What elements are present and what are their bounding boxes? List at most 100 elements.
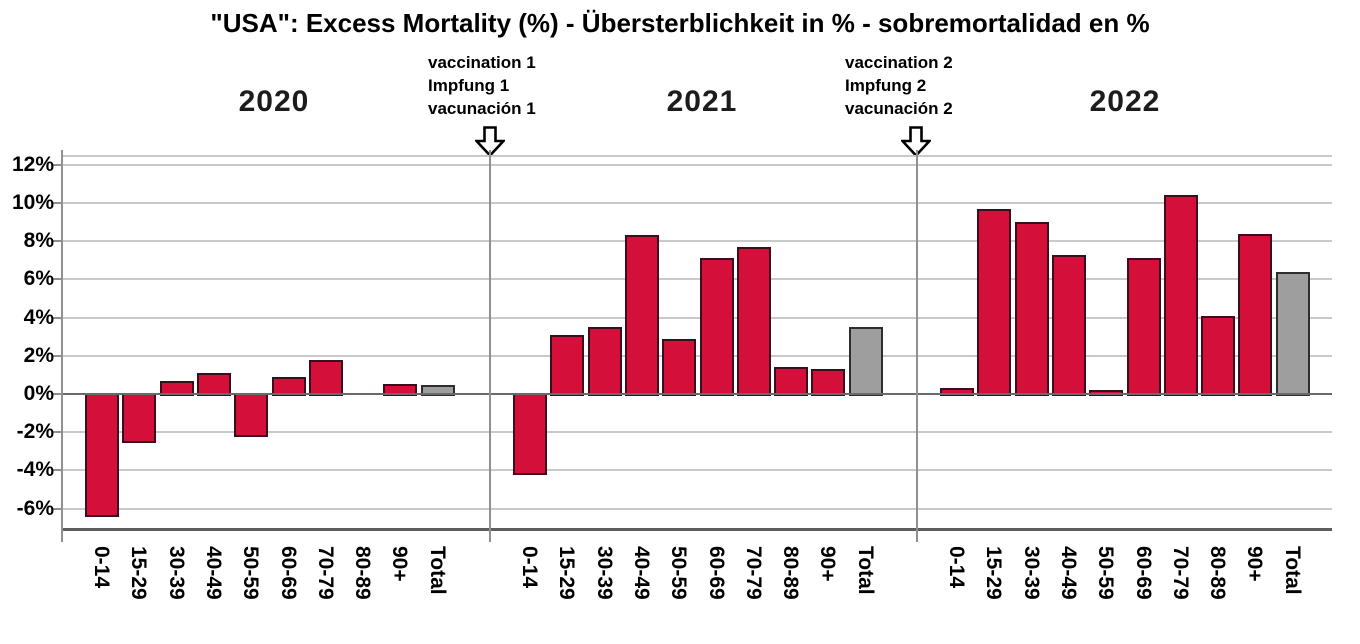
facet-separator: [916, 150, 918, 542]
x-tick-label: 60-69: [704, 546, 728, 600]
x-tick-label: Total: [425, 546, 449, 595]
x-tick-label: 70-79: [1168, 546, 1192, 600]
x-tick-label: 70-79: [313, 546, 337, 600]
bar-total: [1275, 271, 1310, 396]
x-tick-label: 50-59: [1094, 546, 1118, 600]
x-tick-label: 40-49: [201, 546, 225, 600]
y-tick-mark: [53, 507, 62, 510]
x-tick-label: 90+: [388, 546, 412, 582]
gridline: [62, 278, 1332, 281]
y-tick-label: 10%: [11, 191, 54, 214]
bar: [550, 334, 585, 396]
bar: [736, 246, 771, 396]
bar-total: [420, 385, 455, 396]
x-tick-label: 0-14: [518, 546, 541, 589]
vaccination-1-line-en: vaccination 1: [428, 53, 536, 72]
vaccination-1-annotation: vaccination 1 Impfung 1 vacunación 1: [428, 51, 536, 120]
y-tick-label: 4%: [23, 305, 54, 329]
x-tick-label: 40-49: [629, 546, 653, 600]
bar: [977, 208, 1012, 396]
x-tick-label: 60-69: [1131, 546, 1155, 600]
bar-total: [848, 327, 883, 396]
y-tick-mark: [53, 393, 62, 395]
y-tick-label: 8%: [23, 229, 54, 253]
chart-title: "USA": Excess Mortality (%) - Übersterbl…: [210, 8, 1150, 38]
x-tick-label: Total: [1280, 546, 1304, 595]
facet-label-2021: 2021: [666, 85, 738, 118]
down-arrow-icon: [475, 126, 505, 157]
y-tick-mark: [53, 316, 62, 319]
y-tick-mark: [53, 469, 62, 472]
gridline: [62, 163, 1332, 166]
y-tick-label: -4%: [16, 458, 54, 482]
bar: [1014, 222, 1049, 396]
bar: [774, 367, 809, 396]
y-tick-mark: [53, 431, 62, 434]
gridline: [62, 316, 1332, 319]
x-tick-label: 40-49: [1056, 546, 1080, 600]
bar: [940, 388, 974, 396]
plot-top-border: [62, 155, 1332, 157]
bar: [513, 393, 547, 476]
bar: [811, 369, 846, 396]
x-tick-label: 15-29: [982, 546, 1006, 600]
x-tick-label: 30-39: [592, 546, 616, 600]
x-tick-label: 80-89: [351, 546, 375, 600]
y-tick-mark: [53, 163, 62, 166]
vaccination-2-line-en: vaccination 2: [845, 53, 953, 72]
gridline: [62, 469, 1332, 472]
facet-separator: [489, 150, 491, 542]
bar: [1238, 233, 1273, 396]
x-tick-label: 0-14: [90, 546, 113, 589]
bar: [122, 393, 157, 443]
x-tick-label: 50-59: [239, 546, 263, 600]
x-tick-label: 30-39: [164, 546, 188, 600]
y-tick-label: -6%: [16, 496, 54, 520]
x-tick-label: 90+: [816, 546, 840, 582]
y-tick-label: 0%: [23, 382, 54, 405]
y-tick-label: 6%: [23, 267, 54, 291]
y-tick-mark: [53, 354, 62, 357]
bar: [662, 338, 697, 396]
x-tick-label: 0-14: [945, 546, 968, 589]
x-tick-label: 80-89: [779, 546, 803, 600]
y-tick-mark: [53, 240, 62, 243]
gridline: [62, 431, 1332, 434]
x-tick-label: 15-29: [555, 546, 579, 600]
y-tick-mark: [53, 202, 62, 204]
bar: [383, 384, 418, 396]
vaccination-2-annotation: vaccination 2 Impfung 2 vacunación 2: [845, 51, 953, 120]
x-tick-label: 60-69: [276, 546, 300, 600]
gridline: [62, 202, 1332, 204]
y-tick-label: 12%: [11, 152, 54, 176]
bar: [699, 258, 734, 396]
bar: [587, 327, 622, 396]
gridline: [62, 507, 1332, 510]
bar: [1163, 195, 1198, 396]
x-axis-line: [62, 528, 1332, 531]
bar: [1126, 258, 1161, 396]
y-tick-label: 2%: [23, 343, 54, 367]
x-tick-label: Total: [853, 546, 877, 595]
x-tick-label: 50-59: [667, 546, 691, 600]
x-tick-label: 70-79: [741, 546, 765, 600]
bar: [308, 359, 343, 396]
gridline: [62, 240, 1332, 243]
bar: [1201, 315, 1236, 396]
vaccination-2-line-es: vacunación 2: [845, 99, 953, 118]
facet-label-2020: 2020: [238, 85, 310, 118]
vaccination-1-line-es: vacunación 1: [428, 99, 536, 118]
down-arrow-icon: [901, 126, 931, 157]
y-tick-label: -2%: [16, 420, 54, 444]
x-tick-label: 90+: [1243, 546, 1267, 582]
x-tick-label: 80-89: [1206, 546, 1230, 600]
x-tick-label: 15-29: [127, 546, 151, 600]
bar: [1051, 254, 1086, 396]
y-tick-mark: [53, 278, 62, 281]
vaccination-2-line-de: Impfung 2: [845, 76, 927, 95]
y-axis-spine: [61, 150, 63, 542]
facet-label-2022: 2022: [1089, 85, 1161, 118]
vaccination-1-line-de: Impfung 1: [428, 76, 510, 95]
gridline: [62, 354, 1332, 357]
